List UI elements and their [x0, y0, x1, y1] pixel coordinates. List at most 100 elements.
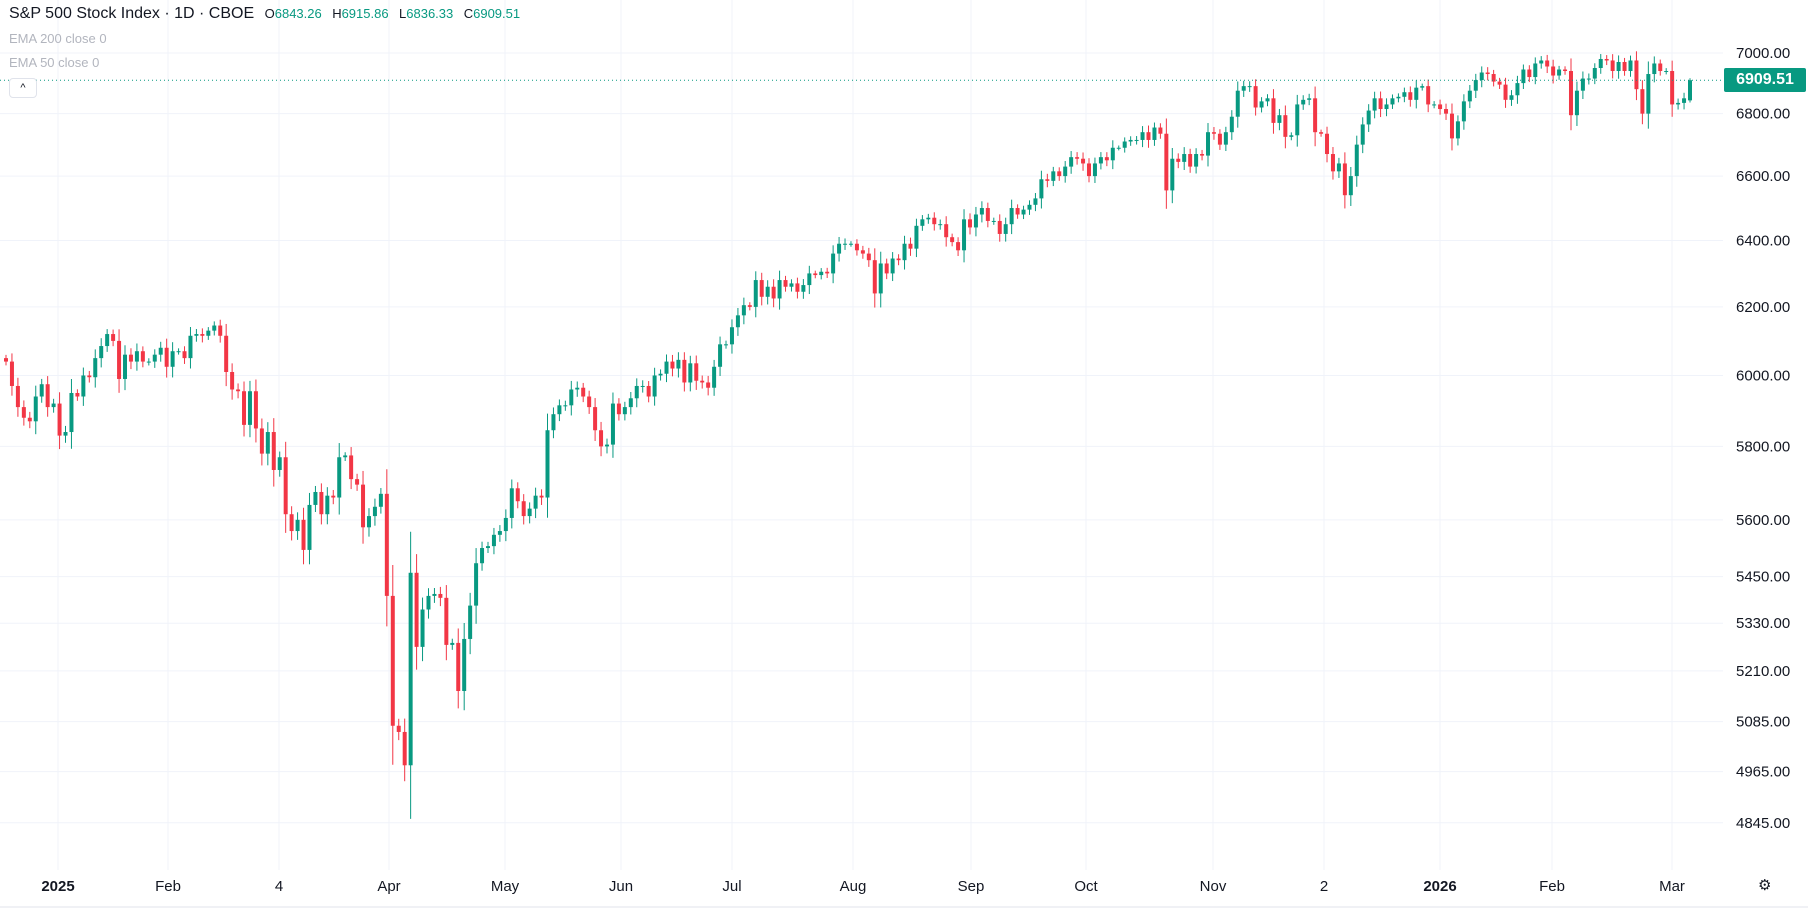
candle	[491, 527, 496, 555]
candle	[1402, 87, 1407, 103]
candle	[932, 212, 937, 231]
candle	[539, 489, 544, 505]
indicator-ema-50[interactable]: EMA 50 close 0	[9, 55, 100, 70]
candle-body	[134, 351, 139, 362]
candle-body	[837, 243, 842, 254]
time-tick-label: Aug	[840, 878, 867, 895]
candle-body	[605, 444, 610, 447]
candle	[361, 470, 366, 544]
candle	[1247, 81, 1252, 92]
candle	[1628, 55, 1633, 77]
candle	[1354, 135, 1359, 187]
candle-body	[569, 389, 574, 406]
candle-body	[1497, 81, 1502, 85]
candle-body	[599, 430, 604, 447]
candle	[1330, 147, 1335, 180]
candle	[646, 381, 651, 403]
time-tick-label: May	[491, 878, 520, 895]
candle	[372, 498, 377, 526]
candle-body	[1348, 176, 1353, 196]
candle	[914, 218, 919, 258]
candle-body	[396, 725, 401, 732]
candle	[9, 353, 14, 396]
candle-body	[182, 351, 187, 359]
candle	[200, 328, 205, 343]
candle	[1104, 152, 1109, 167]
candle	[51, 398, 56, 413]
candle-body	[706, 382, 711, 388]
candle	[1069, 151, 1074, 174]
candle	[15, 377, 20, 417]
candle-body	[1200, 154, 1205, 156]
candle	[843, 238, 848, 250]
candle	[1455, 115, 1460, 146]
time-tick-label: 2026	[1423, 878, 1456, 895]
price-axis[interactable]: 7000.00 6800.00 6600.00 6400.00 6200.00 6000.…	[1736, 45, 1790, 832]
candle	[33, 385, 38, 435]
candle-body	[1527, 69, 1532, 78]
candle-body	[866, 253, 871, 261]
candle	[1384, 98, 1389, 117]
time-axis[interactable]: 2025 Feb 4 Apr May Jun Jul Aug Sep Oct Nov 2 2026 Feb…	[41, 878, 1685, 895]
candle	[170, 342, 175, 378]
candle	[75, 389, 80, 401]
candle	[1039, 170, 1044, 209]
candle-body	[378, 493, 383, 507]
candle	[355, 473, 360, 491]
open-label: O	[264, 6, 275, 21]
candle	[771, 279, 776, 308]
time-tick-label: Mar	[1659, 878, 1685, 895]
candle	[1509, 90, 1514, 106]
candle	[1295, 94, 1300, 147]
candle	[158, 341, 163, 362]
candle-body	[527, 508, 532, 517]
candle-body	[230, 371, 235, 390]
candle-body	[682, 359, 687, 383]
candle	[277, 451, 282, 477]
candle-body	[438, 593, 443, 598]
candle-body	[325, 495, 330, 515]
candle-body	[741, 305, 746, 316]
candle	[230, 363, 235, 400]
candle	[1604, 55, 1609, 66]
candle-body	[1396, 96, 1401, 99]
candle	[890, 252, 895, 282]
candle-body	[1658, 63, 1663, 72]
candle	[575, 381, 580, 397]
candle-body	[1319, 132, 1324, 134]
candle	[1491, 69, 1496, 87]
candle-body	[1039, 179, 1044, 199]
candle-body	[1158, 127, 1163, 134]
gear-icon[interactable]: ⚙	[1758, 877, 1772, 894]
candle-body	[1223, 132, 1228, 145]
candle	[1146, 125, 1151, 148]
candle-body	[979, 208, 984, 215]
candle-body	[997, 220, 1002, 234]
candle-body	[563, 405, 568, 407]
candle	[57, 392, 62, 450]
candle	[1009, 199, 1014, 235]
indicator-ema-200[interactable]: EMA 200 close 0	[9, 31, 107, 46]
candle	[527, 502, 532, 524]
candle-body	[1271, 98, 1276, 123]
candle	[1027, 200, 1032, 215]
candle-body	[1432, 104, 1437, 106]
candle-body	[777, 280, 782, 299]
symbol-title[interactable]: S&P 500 Stock Index · 1D · CBOE	[9, 5, 255, 22]
candle	[1033, 193, 1038, 212]
collapse-legend-button[interactable]: ^	[9, 78, 37, 98]
candle	[1128, 136, 1133, 146]
time-tick-label: Feb	[155, 878, 181, 895]
candle-body	[652, 375, 657, 397]
candle	[337, 443, 342, 515]
candle-body	[1170, 158, 1175, 191]
candle-body	[1563, 69, 1568, 72]
candle	[1342, 152, 1347, 209]
candle-body	[1164, 133, 1169, 191]
candle-body	[622, 407, 627, 415]
candle	[1688, 78, 1692, 103]
candle-body	[1545, 60, 1550, 67]
candle	[920, 215, 925, 231]
candle	[1283, 105, 1288, 149]
